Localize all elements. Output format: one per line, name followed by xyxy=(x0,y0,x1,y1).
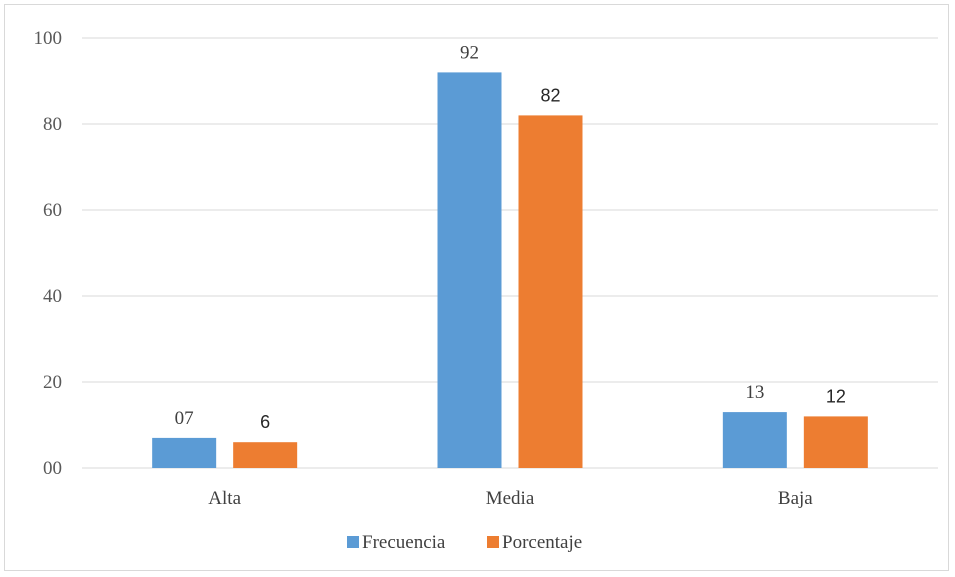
data-label: 82 xyxy=(540,85,560,105)
data-label: 6 xyxy=(260,412,270,432)
bar-porcentaje-alta xyxy=(233,442,298,468)
y-tick-label: 00 xyxy=(43,458,62,479)
bar-frecuencia-media xyxy=(437,72,502,469)
data-label: 92 xyxy=(460,42,479,63)
category-label: Baja xyxy=(778,488,813,509)
y-tick-label: 80 xyxy=(43,114,62,135)
legend-swatch-porcentaje xyxy=(487,536,499,548)
data-label: 12 xyxy=(826,386,846,406)
legend-label-porcentaje: Porcentaje xyxy=(502,532,582,553)
data-label: 07 xyxy=(175,408,194,429)
bar-frecuencia-baja xyxy=(722,412,787,468)
y-tick-label: 40 xyxy=(43,286,62,307)
y-tick-label: 100 xyxy=(34,28,63,49)
bar-porcentaje-media xyxy=(518,115,583,469)
data-label: 13 xyxy=(745,382,764,403)
category-label: Media xyxy=(486,488,535,509)
y-tick-label: 20 xyxy=(43,372,62,393)
category-label: Alta xyxy=(208,488,241,509)
legend-label-frecuencia: Frecuencia xyxy=(362,532,446,553)
bar-frecuencia-alta xyxy=(152,437,217,468)
bar-porcentaje-baja xyxy=(803,416,868,468)
legend-swatch-frecuencia xyxy=(347,536,359,548)
y-tick-label: 60 xyxy=(43,200,62,221)
